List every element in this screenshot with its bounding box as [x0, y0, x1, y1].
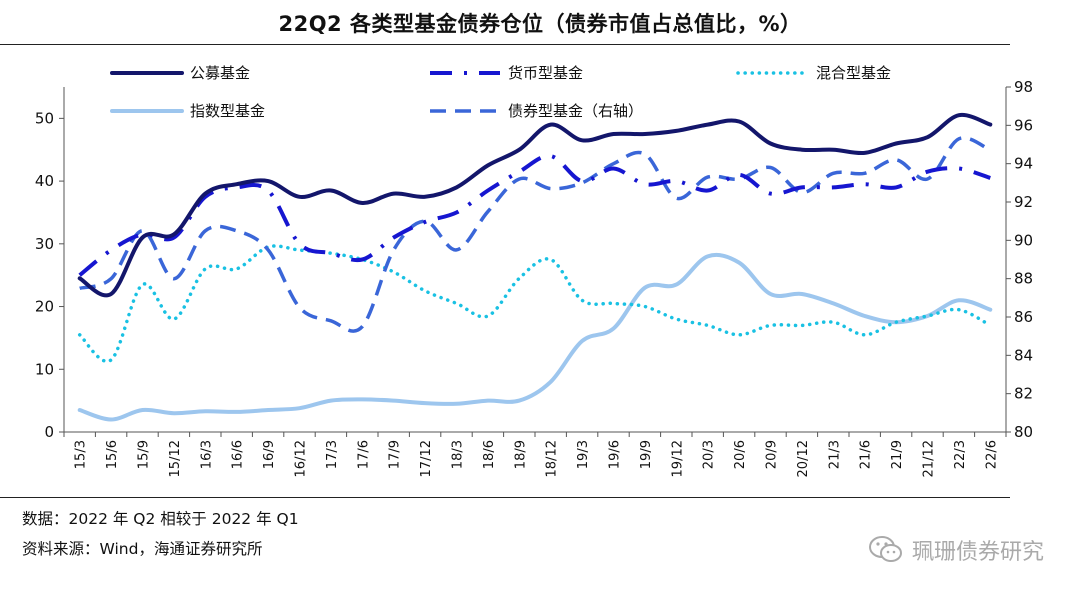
chart-bottom-rule — [0, 497, 1010, 498]
x-tick-label: 21/3 — [827, 440, 842, 469]
right-tick-label: 92 — [1014, 193, 1033, 211]
x-tick-label: 19/6 — [608, 440, 623, 469]
x-tick-label: 22/6 — [984, 440, 999, 469]
legend-label: 货币型基金 — [508, 64, 583, 82]
right-tick-label: 90 — [1014, 231, 1033, 249]
left-tick-label: 20 — [35, 298, 54, 316]
x-tick-label: 15/12 — [168, 440, 183, 477]
x-tick-label: 15/3 — [74, 440, 89, 469]
x-tick-label: 17/6 — [356, 440, 371, 469]
x-tick-label: 19/12 — [670, 440, 685, 477]
series-line-3 — [77, 252, 993, 422]
left-tick-label: 50 — [35, 109, 54, 127]
x-tick-label: 18/9 — [513, 440, 528, 469]
wechat-icon — [868, 536, 902, 562]
x-tick-label: 18/12 — [545, 440, 560, 477]
x-tick-label: 16/12 — [294, 440, 309, 477]
legend-label: 混合型基金 — [816, 64, 891, 82]
x-tick-label: 22/3 — [953, 440, 968, 469]
x-tick-label: 20/9 — [765, 440, 780, 469]
x-tick-label: 15/9 — [137, 440, 152, 469]
right-tick-label: 82 — [1014, 385, 1033, 403]
x-tick-label: 18/6 — [482, 440, 497, 469]
legend-label: 公募基金 — [190, 64, 250, 82]
x-tick-label: 16/9 — [262, 440, 277, 469]
x-tick-label: 17/3 — [325, 440, 340, 469]
right-tick-label: 80 — [1014, 423, 1033, 441]
footer-source: 资料来源：Wind，海通证券研究所 — [22, 540, 263, 558]
legend-label: 指数型基金 — [190, 102, 265, 120]
right-tick-label: 88 — [1014, 270, 1033, 288]
x-tick-label: 16/3 — [199, 440, 214, 469]
left-tick-label: 30 — [35, 235, 54, 253]
x-tick-label: 16/6 — [231, 440, 246, 469]
x-tick-label: 20/12 — [796, 440, 811, 477]
watermark: 珮珊债券研究 — [868, 534, 1044, 566]
series-line-2 — [77, 244, 993, 364]
x-tick-label: 18/3 — [451, 440, 466, 469]
left-tick-label: 40 — [35, 172, 54, 190]
x-tick-label: 21/6 — [859, 440, 874, 469]
x-tick-label: 17/9 — [388, 440, 403, 469]
right-tick-label: 96 — [1014, 116, 1033, 134]
x-tick-label: 20/6 — [733, 440, 748, 469]
title-top-rule — [0, 44, 1010, 45]
x-tick-label: 19/9 — [639, 440, 654, 469]
series-line-1 — [78, 153, 991, 277]
x-tick-label: 19/3 — [576, 440, 591, 469]
x-tick-label: 21/12 — [922, 440, 937, 477]
left-tick-label: 0 — [44, 423, 54, 441]
watermark-text: 珮珊债券研究 — [911, 540, 1044, 565]
left-tick-label: 10 — [35, 360, 54, 378]
x-tick-label: 17/12 — [419, 440, 434, 477]
line-chart: 0 10 20 30 40 50 80 82 84 86 88 90 92 94 96 98 15/3 15/6 1… — [35, 64, 1033, 477]
right-tick-label: 98 — [1014, 78, 1033, 96]
chart-title: 22Q2 各类型基金债券仓位（债券市值占总值比，%） — [278, 12, 802, 36]
right-tick-label: 84 — [1014, 346, 1033, 364]
right-tick-label: 94 — [1014, 155, 1033, 173]
legend-label: 债券型基金（右轴） — [508, 102, 643, 120]
footer-data-note: 数据：2022 年 Q2 相较于 2022 年 Q1 — [22, 510, 299, 528]
series-line-4 — [79, 136, 992, 333]
right-tick-label: 86 — [1014, 308, 1033, 326]
x-tick-label: 15/6 — [105, 440, 120, 469]
x-tick-label: 21/9 — [890, 440, 905, 469]
series-line-0 — [77, 112, 993, 298]
x-tick-label: 20/3 — [702, 440, 717, 469]
